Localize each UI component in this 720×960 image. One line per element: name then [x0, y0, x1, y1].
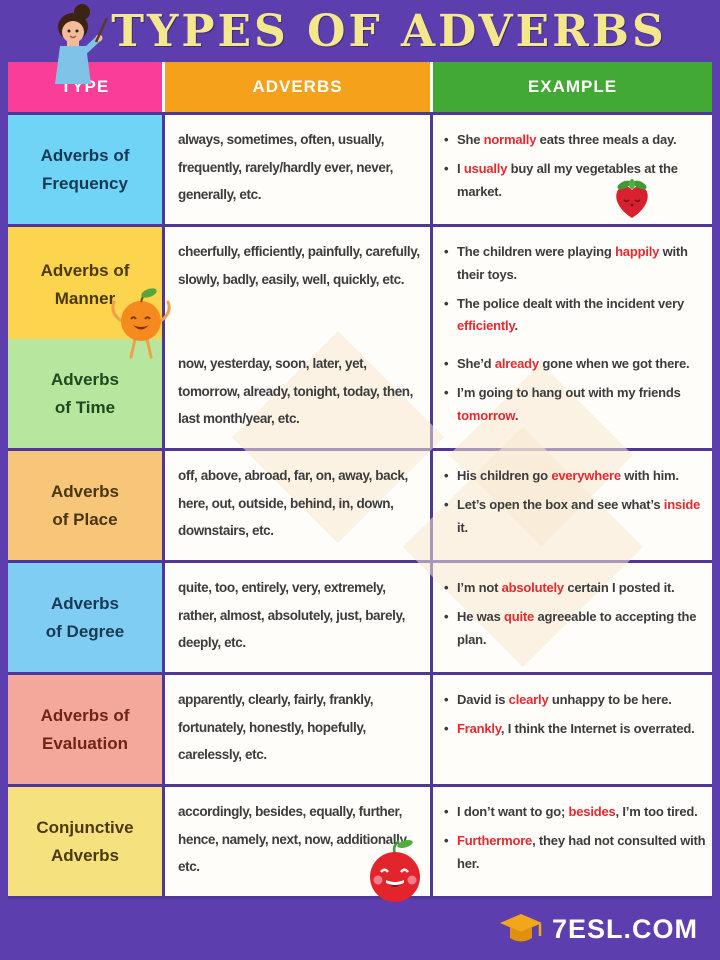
examples-list: The children were playing happily with t…	[443, 241, 708, 338]
column-header-example: EXAMPLE	[433, 62, 712, 112]
adverbs-cell-text: always, sometimes, often, usually, frequ…	[178, 132, 393, 203]
table-row: Adverbs of Evaluation apparently, clearl…	[8, 675, 712, 784]
footer-bar: 7ESL.COM	[0, 899, 720, 960]
example-cell: David is clearly unhappy to be here. Fran…	[433, 675, 712, 784]
adverbs-cell: always, sometimes, often, usually, frequ…	[165, 115, 430, 224]
example-item: I’m going to hang out with my friends to…	[443, 382, 708, 428]
examples-list: I don’t want to go; besides, I’m too tir…	[443, 801, 708, 875]
site-logo: 7ESL.COM	[498, 912, 698, 948]
type-label: Adverbs of Frequency	[40, 146, 130, 193]
example-item: Frankly, I think the Internet is overrat…	[443, 718, 708, 741]
example-cell: She’d already gone when we got there. I’m…	[433, 339, 712, 448]
examples-list: His children go everywhere with him. Let’…	[443, 465, 708, 539]
example-cell: I’m not absolutely certain I posted it. H…	[433, 563, 712, 672]
type-label: Conjunctive Adverbs	[36, 818, 134, 865]
adverbs-cell-text: off, above, abroad, far, on, away, back,…	[178, 468, 408, 539]
table-body: Adverbs of Frequency always, sometimes, …	[8, 115, 712, 902]
highlighted-adverb: absolutely	[501, 580, 564, 595]
type-cell: Adverbs of Manner	[8, 227, 171, 359]
example-cell: She normally eats three meals a day. I us…	[433, 115, 712, 224]
example-cell: I don’t want to go; besides, I’m too tir…	[433, 787, 712, 896]
highlighted-adverb: besides	[568, 804, 616, 819]
type-cell: Adverbs of Frequency	[8, 115, 162, 224]
adverbs-cell: cheerfully, efficiently, painfully, care…	[165, 227, 430, 342]
page-title: TYPES OF ADVERBS	[111, 5, 667, 57]
type-cell: Adverbs of Degree	[8, 563, 162, 672]
type-label: Adverbs of Place	[50, 482, 120, 529]
highlighted-adverb: efficiently	[457, 318, 515, 334]
table-row: Adverbs of Degree quite, too, entirely, …	[8, 563, 712, 672]
adverbs-cell-text: cheerfully, efficiently, painfully, care…	[178, 244, 420, 287]
table-row: Adverbs of Time now, yesterday, soon, la…	[8, 339, 712, 448]
example-item: I usually buy all my vegetables at the m…	[443, 158, 708, 204]
highlighted-adverb: everywhere	[551, 468, 621, 483]
table-row: Adverbs of Frequency always, sometimes, …	[8, 115, 712, 224]
examples-list: I’m not absolutely certain I posted it. H…	[443, 577, 708, 651]
example-item: His children go everywhere with him.	[443, 465, 708, 488]
table-row: Adverbs of Place off, above, abroad, far…	[8, 451, 712, 560]
highlighted-adverb: already	[494, 356, 539, 371]
adverbs-cell-text: quite, too, entirely, very, extremely, r…	[178, 580, 405, 651]
column-header-adverbs: ADVERBS	[165, 62, 430, 112]
type-label: Adverbs of Degree	[45, 594, 125, 641]
highlighted-adverb: clearly	[508, 692, 549, 707]
type-label: Adverbs of Manner	[40, 261, 130, 308]
adverbs-cell-text: apparently, clearly, fairly, frankly, fo…	[178, 692, 374, 763]
adverbs-cell: apparently, clearly, fairly, frankly, fo…	[165, 675, 430, 784]
adverbs-cell-text: now, yesterday, soon, later, yet, tomorr…	[178, 356, 414, 427]
example-item: Let’s open the box and see what’s inside…	[443, 494, 708, 540]
title-bar: TYPES OF ADVERBS	[0, 0, 720, 84]
adverbs-cell: off, above, abroad, far, on, away, back,…	[165, 451, 430, 560]
highlighted-adverb: inside	[663, 496, 701, 512]
type-cell: Adverbs of Evaluation	[8, 675, 162, 784]
graduation-cap-icon	[498, 912, 544, 948]
table-row: Adverbs of Manner cheerfully, efficientl…	[8, 227, 712, 359]
example-cell: His children go everywhere with him. Let’…	[433, 451, 712, 560]
highlighted-adverb: quite	[504, 608, 535, 624]
example-item: I’m not absolutely certain I posted it.	[443, 577, 708, 600]
highlighted-adverb: tomorrow	[457, 407, 515, 423]
teacher-icon	[40, 2, 110, 94]
adverbs-cell-text: accordingly, besides, equally, further, …	[178, 804, 409, 875]
example-item: Furthermore, they had not consulted with…	[443, 830, 708, 876]
highlighted-adverb: normally	[483, 132, 537, 147]
site-name: 7ESL.COM	[551, 914, 698, 944]
adverbs-table: TYPE ADVERBS EXAMPLE Adverbs of Frequency …	[8, 62, 712, 902]
type-label: Adverbs of Evaluation	[40, 706, 130, 753]
highlighted-adverb: Frankly	[457, 720, 501, 736]
example-item: She normally eats three meals a day.	[443, 129, 708, 152]
adverbs-cell: quite, too, entirely, very, extremely, r…	[165, 563, 430, 672]
example-item: She’d already gone when we got there.	[443, 353, 708, 376]
highlighted-adverb: Furthermore	[457, 832, 533, 848]
adverbs-cell: accordingly, besides, equally, further, …	[165, 787, 430, 902]
table-header-row: TYPE ADVERBS EXAMPLE	[8, 62, 712, 112]
example-cell: The children were playing happily with t…	[433, 227, 712, 342]
table-row: Conjunctive Adverbs accordingly, besides…	[8, 787, 712, 902]
type-cell: Adverbs of Time	[8, 339, 162, 448]
example-item: The police dealt with the incident very …	[443, 293, 708, 339]
example-item: He was quite agreeable to accepting the …	[443, 606, 708, 652]
adverbs-cell: now, yesterday, soon, later, yet, tomorr…	[165, 339, 430, 448]
examples-list: David is clearly unhappy to be here. Fran…	[443, 689, 708, 741]
examples-list: She normally eats three meals a day. I us…	[443, 129, 708, 203]
highlighted-adverb: happily	[615, 244, 660, 259]
example-item: The children were playing happily with t…	[443, 241, 708, 287]
example-item: I don’t want to go; besides, I’m too tir…	[443, 801, 708, 824]
examples-list: She’d already gone when we got there. I’m…	[443, 353, 708, 427]
example-item: David is clearly unhappy to be here.	[443, 689, 708, 712]
type-label: Adverbs of Time	[50, 370, 120, 417]
type-cell: Adverbs of Place	[8, 451, 162, 560]
type-cell: Conjunctive Adverbs	[8, 787, 162, 896]
highlighted-adverb: usually	[463, 160, 508, 176]
column-header-type: TYPE	[8, 62, 162, 112]
